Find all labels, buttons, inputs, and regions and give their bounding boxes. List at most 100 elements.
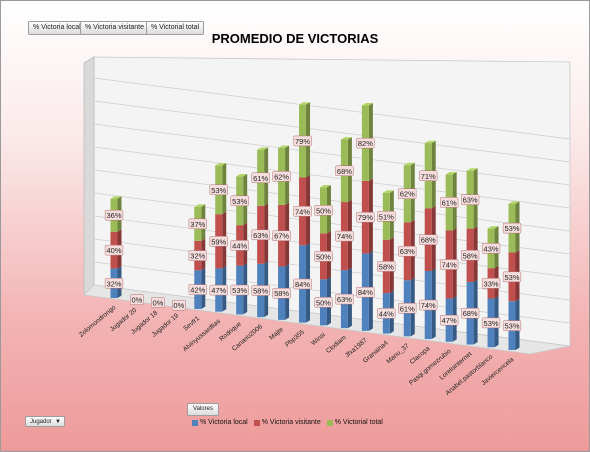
jugador-label: Jugador <box>30 419 52 425</box>
bar-top <box>508 201 520 204</box>
category-label: Pasqi.gomezrubio <box>408 348 453 387</box>
data-label: 47% <box>211 286 226 295</box>
data-label-box <box>104 244 124 256</box>
data-label-box <box>314 251 333 262</box>
data-label: 53% <box>232 286 247 295</box>
data-label-box <box>356 286 375 298</box>
data-label-box <box>460 307 480 319</box>
bar-top <box>278 145 290 148</box>
data-label: 59% <box>211 237 226 246</box>
data-label-box <box>460 194 480 205</box>
data-label: 74% <box>295 207 310 216</box>
legend-label-total: % Victorial total <box>334 419 383 426</box>
data-label: 53% <box>504 273 519 282</box>
data-label-box <box>209 184 228 196</box>
bar-top <box>466 168 478 171</box>
data-label: 74% <box>421 301 436 310</box>
data-label: 53% <box>211 186 226 195</box>
data-label-box <box>104 278 124 289</box>
data-label: 43% <box>484 244 499 253</box>
data-label: 84% <box>358 288 373 297</box>
data-label-box <box>377 308 396 319</box>
legend-item-total: % Victorial total <box>326 419 383 426</box>
data-label-box <box>419 299 438 311</box>
bar-top <box>424 140 436 144</box>
data-label: 33% <box>484 279 499 288</box>
jugador-field-dropdown[interactable]: Jugador ▼ <box>25 416 65 427</box>
gridline <box>93 146 571 209</box>
filter-victoria-total[interactable]: % Victorial total <box>146 21 205 35</box>
category-label: Clodiam <box>325 334 348 355</box>
legend-item-visitante: % Victoria visitante <box>253 419 321 426</box>
data-label: 63% <box>337 295 352 304</box>
data-label: 44% <box>379 309 394 318</box>
data-label: 50% <box>316 298 331 307</box>
data-label: 62% <box>400 190 415 199</box>
data-label-box <box>151 297 165 308</box>
legend-swatch-visitante <box>253 419 260 426</box>
data-label: 42% <box>190 286 205 295</box>
bar-top <box>340 137 352 140</box>
data-label: 47% <box>442 316 457 325</box>
gridline <box>93 123 571 186</box>
category-label: Pbp355 <box>284 329 306 349</box>
bar-top <box>299 102 311 105</box>
side-wall <box>83 56 95 296</box>
data-label: 79% <box>358 213 373 222</box>
data-label-box <box>419 234 438 245</box>
data-label: 61% <box>253 174 268 183</box>
data-label-box <box>335 293 354 305</box>
data-label-box <box>293 278 312 290</box>
data-label-box <box>356 211 375 223</box>
data-label: 84% <box>295 280 310 289</box>
data-label-box <box>460 250 480 261</box>
data-label: 62% <box>274 172 289 181</box>
data-label: 53% <box>484 319 499 328</box>
category-label: Winsi <box>310 332 327 348</box>
data-label: 67% <box>274 232 289 241</box>
data-label-box <box>377 261 396 272</box>
data-label: 50% <box>316 252 331 261</box>
data-label-box <box>502 271 522 283</box>
category-label: Clacopa <box>409 345 432 366</box>
bar-top <box>361 103 373 106</box>
data-label: 51% <box>379 212 394 221</box>
legend-label-visitante: % Victoria visitante <box>261 419 321 426</box>
data-label-box <box>377 211 396 222</box>
data-label-box <box>356 137 375 149</box>
data-label-box <box>130 294 144 305</box>
legend-item-local: % Victoria local <box>192 419 248 426</box>
data-label-box <box>251 172 270 184</box>
data-label-box <box>293 206 312 217</box>
values-field-button[interactable]: Valores <box>187 403 219 416</box>
bar-top <box>257 147 269 150</box>
legend-swatch-total <box>326 419 333 426</box>
data-label: 44% <box>232 241 247 250</box>
bar-top <box>382 190 394 193</box>
data-label: 0% <box>132 296 143 305</box>
data-label-box <box>398 188 417 199</box>
data-label-box <box>481 243 501 254</box>
bar-top <box>403 162 415 166</box>
data-label-box <box>440 314 459 326</box>
data-label-box <box>251 285 270 296</box>
data-label-box <box>230 240 249 251</box>
data-label-box <box>104 209 124 221</box>
data-label-box <box>209 236 228 247</box>
data-label: 82% <box>358 139 373 148</box>
data-label: 61% <box>442 198 457 207</box>
data-label: 40% <box>106 246 121 255</box>
data-label-box <box>188 250 207 261</box>
data-label-box <box>502 222 522 234</box>
bar-top <box>319 184 331 188</box>
category-label: Sevfr1 <box>182 315 201 333</box>
data-label: 58% <box>274 289 289 298</box>
data-label: 53% <box>232 197 247 206</box>
bar-top <box>487 226 499 229</box>
data-label: 63% <box>463 196 478 205</box>
data-label: 32% <box>106 279 121 288</box>
data-label: 61% <box>400 304 415 313</box>
chevron-down-icon: ▼ <box>55 419 61 425</box>
legend-swatch-local <box>192 419 198 426</box>
